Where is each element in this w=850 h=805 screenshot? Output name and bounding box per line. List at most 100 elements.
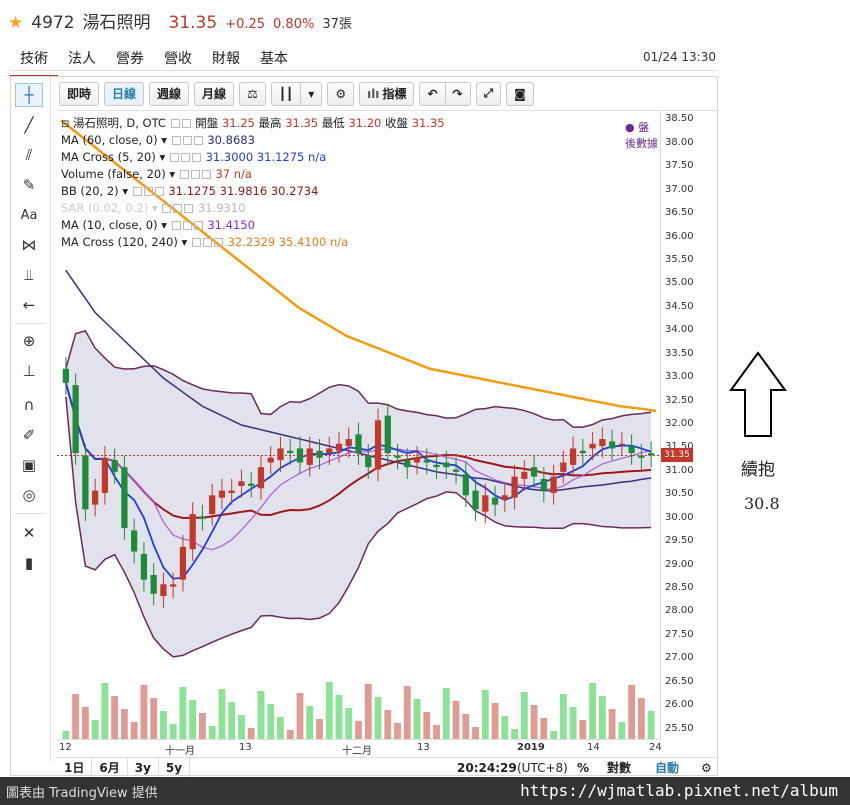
zoom-icon[interactable]: ⊕ bbox=[22, 332, 36, 350]
fullscreen-icon[interactable]: ⤢ bbox=[475, 81, 502, 106]
legend-controls[interactable] bbox=[171, 133, 208, 147]
measure-icon[interactable]: ⫫ bbox=[24, 266, 34, 284]
settings-icon[interactable] bbox=[181, 119, 191, 128]
time-axis[interactable]: 12 十一月 13 十二月 13 2019 14 24 bbox=[57, 739, 662, 757]
candle-body bbox=[287, 450, 294, 454]
star-icon[interactable]: ★ bbox=[8, 13, 24, 33]
price-tick: 38.50 bbox=[665, 113, 694, 125]
range-1d[interactable]: 1日 bbox=[57, 757, 93, 778]
legend-row: MA Cross (120, 240) ▾ 32.2329 35.4100 n/… bbox=[61, 234, 445, 251]
magnet-icon[interactable]: ∩ bbox=[23, 396, 35, 414]
monthly-button[interactable]: 月線 bbox=[194, 81, 235, 106]
timezone[interactable]: (UTC+8) bbox=[517, 761, 568, 775]
candle-body bbox=[462, 474, 469, 496]
legend-controls[interactable] bbox=[169, 150, 206, 164]
percent-toggle[interactable]: % bbox=[577, 761, 590, 775]
volume-bar bbox=[316, 719, 323, 739]
indicators-button[interactable]: ılı 指標 bbox=[359, 81, 415, 106]
legend-controls[interactable] bbox=[161, 201, 198, 215]
compare-icon[interactable]: ⚖ bbox=[239, 81, 266, 106]
ruler-icon[interactable]: ⊥ bbox=[22, 362, 36, 380]
tab-institutional[interactable]: 法人 bbox=[68, 51, 96, 67]
tools-icon[interactable]: ✕ bbox=[22, 524, 36, 542]
gear-icon[interactable]: ⚙ bbox=[327, 81, 355, 106]
volume-bar bbox=[62, 731, 70, 739]
volume-bar bbox=[257, 691, 265, 739]
volume-bar bbox=[530, 705, 538, 739]
candle-body bbox=[589, 443, 596, 449]
range-5y[interactable]: 5y bbox=[159, 757, 191, 778]
volume-bar bbox=[72, 694, 80, 739]
price-axis[interactable]: 38.50 38.00 37.50 37.00 36.50 36.00 35.50 35.00… bbox=[660, 111, 718, 739]
tab-revenue[interactable]: 營收 bbox=[164, 51, 192, 67]
pencil-lock-icon[interactable]: ✐ bbox=[22, 426, 36, 444]
candle-body bbox=[121, 467, 128, 529]
tab-technical[interactable]: 技術 bbox=[10, 44, 58, 77]
eye-icon[interactable] bbox=[170, 119, 180, 128]
candle-body bbox=[179, 546, 187, 580]
after-hours-toggle[interactable]: ● 盤後數據 bbox=[625, 119, 660, 151]
trendline-icon[interactable]: ╱ bbox=[24, 116, 34, 134]
eye-hide-icon[interactable]: ◎ bbox=[22, 486, 36, 504]
legend-values: 31.9310 bbox=[197, 201, 246, 215]
brush-icon[interactable]: ✎ bbox=[22, 176, 36, 194]
camera-icon[interactable]: ◙ bbox=[506, 81, 534, 106]
fib-icon[interactable]: ⫽ bbox=[25, 146, 33, 164]
legend-controls[interactable] bbox=[191, 235, 228, 249]
price-tick: 30.00 bbox=[665, 511, 694, 523]
candle-type-icon[interactable]: ┃┃ bbox=[270, 81, 302, 106]
volume-bar bbox=[423, 712, 431, 739]
candle-body bbox=[452, 469, 460, 472]
weekly-button[interactable]: 週線 bbox=[149, 81, 190, 106]
legend-controls[interactable] bbox=[132, 184, 169, 198]
lock-icon[interactable]: ▣ bbox=[21, 456, 37, 474]
legend-controls[interactable] bbox=[179, 167, 216, 181]
undo-icon[interactable]: ↶ bbox=[419, 81, 446, 106]
pattern-icon[interactable]: ⋈ bbox=[21, 236, 37, 254]
collapse-icon[interactable]: ⊟ bbox=[61, 119, 70, 130]
price-tick: 34.00 bbox=[665, 324, 694, 336]
candle-body bbox=[238, 481, 245, 486]
trash-icon[interactable]: ▮ bbox=[24, 554, 34, 572]
tab-basic[interactable]: 基本 bbox=[260, 51, 288, 67]
volume-bar bbox=[520, 692, 528, 739]
gear-icon[interactable]: ⚙ bbox=[701, 761, 712, 775]
toolbar-divider bbox=[15, 323, 45, 324]
price-tick: 33.00 bbox=[665, 371, 694, 383]
text-tool-icon[interactable]: Aa bbox=[20, 207, 38, 223]
bb-upper-line bbox=[65, 329, 652, 428]
candle-body bbox=[355, 434, 362, 454]
legend-controls[interactable] bbox=[171, 218, 208, 232]
undo-redo-group: ↶ ↷ bbox=[419, 81, 471, 106]
volume-bar bbox=[277, 717, 284, 739]
chart-canvas bbox=[57, 119, 660, 739]
tab-margin[interactable]: 營券 bbox=[116, 51, 144, 67]
tabs-divider bbox=[10, 70, 717, 71]
chart-toolbar: 即時 日線 週線 月線 ⚖ ┃┃ ▾ ⚙ ılı 指標 ↶ ↷ ⤢ ◙ bbox=[57, 77, 719, 111]
candle-body bbox=[511, 476, 518, 498]
price-plot[interactable]: ⊟ 湯石照明, D, OTC 開盤 31.25 最高 31.35 最低 31.2… bbox=[57, 111, 660, 739]
legend-row: BB (20, 2) ▾ 31.1275 31.9816 30.2734 bbox=[61, 183, 445, 200]
section-tabs: 技術 法人 營券 營收 財報 基本 bbox=[10, 44, 298, 77]
range-6m[interactable]: 6月 bbox=[92, 757, 128, 778]
price-tick: 34.50 bbox=[665, 300, 694, 312]
redo-icon[interactable]: ↷ bbox=[445, 81, 471, 106]
volume-bar bbox=[462, 714, 470, 739]
crosshair-icon[interactable]: ┼ bbox=[15, 83, 43, 107]
drawing-toolbar: ┼ ╱ ⫽ ✎ Aa ⋈ ⫫ ← ⊕ ⊥ ∩ ✐ ▣ ◎ ✕ ▮ bbox=[11, 77, 51, 761]
volume-bar bbox=[433, 725, 440, 739]
chevron-down-icon[interactable]: ▾ bbox=[301, 81, 323, 106]
tab-financials[interactable]: 財報 bbox=[212, 51, 240, 67]
footer-credit: 圖表由 TradingView 提供 bbox=[6, 786, 158, 801]
arrow-left-icon[interactable]: ← bbox=[22, 296, 36, 314]
daily-button[interactable]: 日線 bbox=[104, 81, 145, 106]
realtime-button[interactable]: 即時 bbox=[59, 81, 100, 106]
time-tick: 14 bbox=[587, 742, 600, 753]
log-toggle[interactable]: 對數 bbox=[607, 761, 632, 775]
volume-bar bbox=[296, 693, 304, 739]
last-price-label: 31.35 bbox=[661, 448, 693, 463]
candle-body bbox=[316, 450, 323, 458]
legend-row: MA Cross (5, 20) ▾ 31.3000 31.1275 n/a bbox=[61, 149, 445, 166]
range-3y[interactable]: 3y bbox=[128, 757, 159, 778]
auto-toggle[interactable]: 自動 bbox=[655, 761, 680, 775]
